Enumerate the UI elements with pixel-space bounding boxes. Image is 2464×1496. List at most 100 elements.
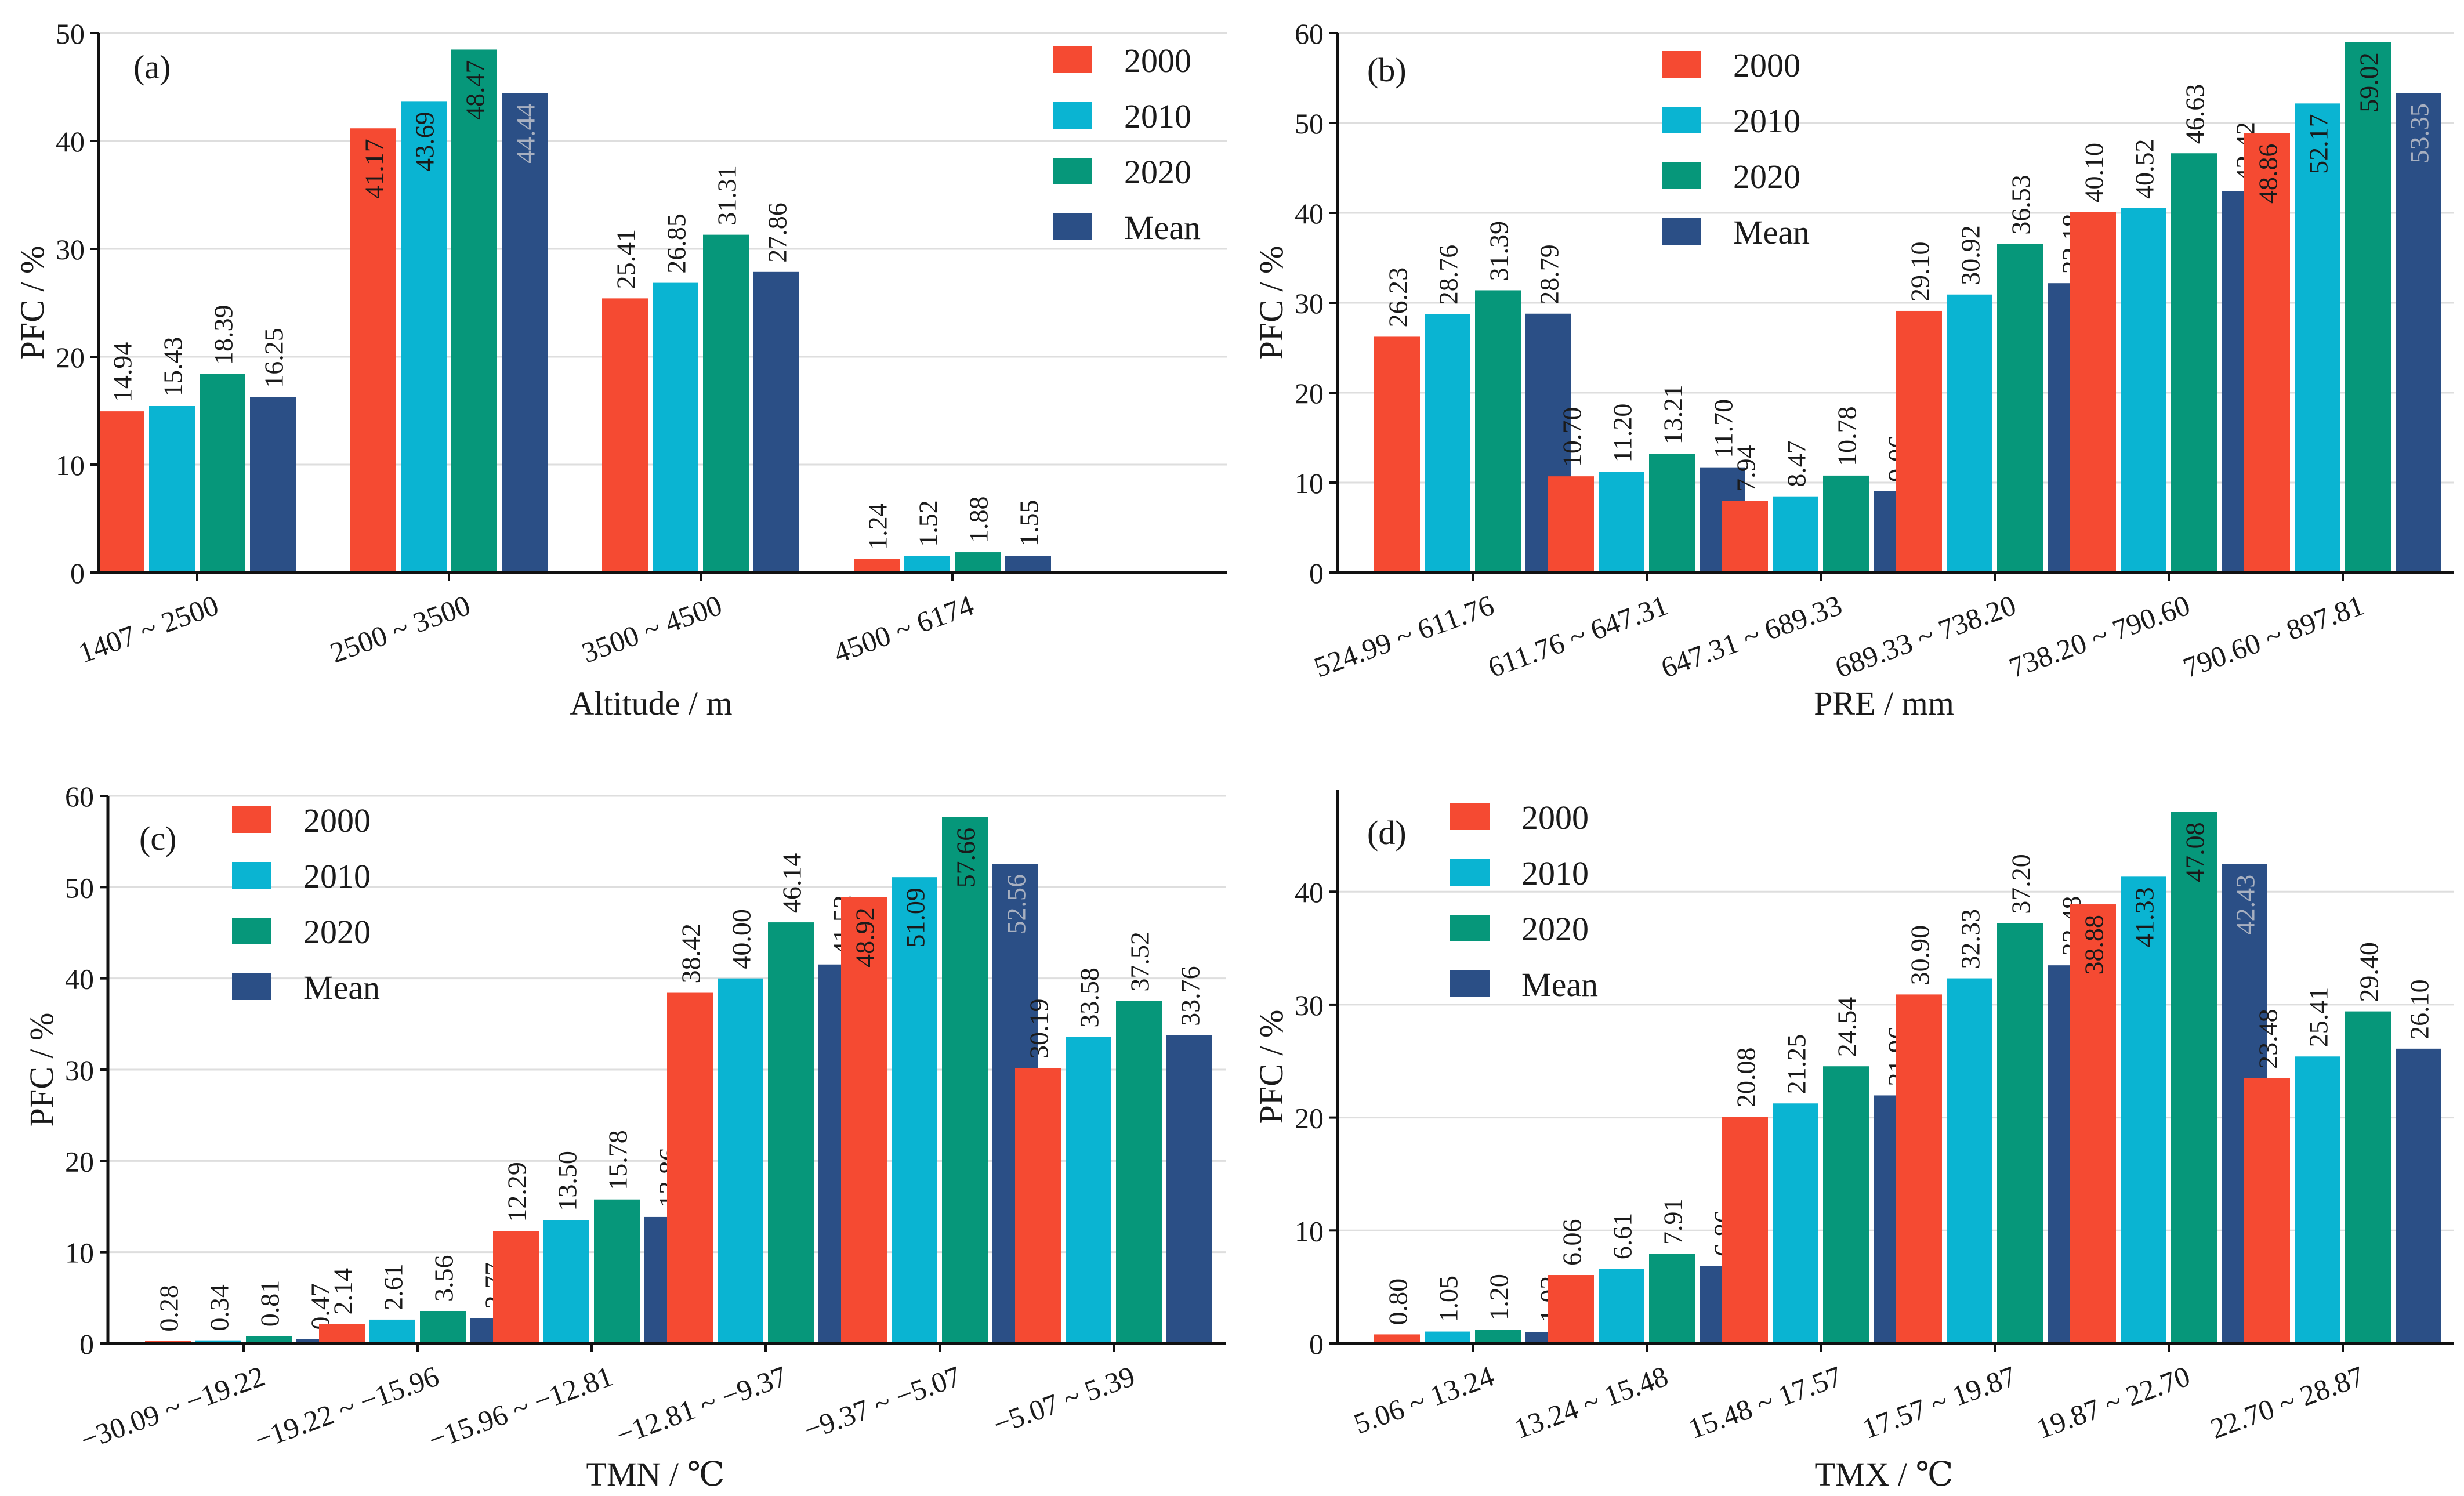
x-tick-label: 1407 ~ 2500 [74,589,223,669]
data-label: 31.31 [712,165,742,226]
data-label: 0.47 [306,1283,335,1330]
bar [718,978,763,1343]
data-label: 7.91 [1658,1198,1688,1245]
x-tick-label: 4500 ~ 6174 [829,589,978,669]
x-tick-label: 647.31 ~ 689.33 [1657,589,1846,684]
bar [451,49,497,573]
data-label: 29.10 [1905,241,1935,302]
data-label: 13.50 [553,1151,582,1211]
bar [768,922,814,1343]
bar [1997,244,2043,573]
data-label: 27.86 [763,202,792,263]
data-label: 30.92 [1956,225,1985,285]
bar [1823,1066,1869,1343]
bar [1066,1037,1111,1343]
y-tick-label: 20 [56,341,85,374]
y-axis-title: PFC / % [13,246,51,360]
bar [2244,1078,2290,1343]
bar [200,374,245,573]
data-label: 10.78 [1832,406,1862,466]
legend-swatch [232,973,271,1000]
data-label: 14.94 [108,342,137,403]
data-label: 1.20 [1484,1274,1514,1321]
y-tick-label: 40 [1295,197,1324,230]
data-label: 26.10 [2405,979,2434,1039]
bar [543,1220,589,1343]
panel-a: 0 10 20 30 40 50 14.94 15.43 18.39 16.25 1407 ~ 25… [13,17,1227,722]
y-tick-label: 10 [65,1237,94,1269]
bar [401,101,447,573]
x-tick-label: 3500 ~ 4500 [578,589,726,669]
bar [1548,476,1594,573]
data-label: 46.63 [2180,84,2210,144]
bar [1773,496,1818,573]
data-label: 23.48 [2253,1009,2283,1069]
legend-swatch [1053,213,1092,240]
y-tick-label: 20 [65,1145,94,1178]
bar [2396,1048,2441,1343]
data-label: 51.09 [901,888,930,948]
legend-label: Mean [303,969,380,1006]
x-axis-title: PRE / mm [1814,684,1954,722]
x-tick-label: 2500 ~ 3500 [326,589,474,669]
x-axis-title: TMX / ℃ [1815,1455,1954,1493]
y-axis-title: PFC / % [23,1013,60,1127]
x-axis-title: TMN / ℃ [586,1455,725,1493]
data-label: 10.70 [1557,407,1587,468]
data-label: 18.39 [209,305,238,365]
data-label: 11.70 [1709,399,1738,458]
data-label: 21.25 [1782,1034,1811,1095]
legend-swatch [1662,51,1701,78]
bar [2345,42,2391,573]
legend-label: 2010 [1521,854,1589,892]
bar [1896,994,1942,1343]
y-tick-label: 60 [1295,17,1324,50]
data-label: 2.14 [328,1268,358,1315]
data-label: 1.88 [964,497,994,544]
legend-label: Mean [1521,966,1598,1004]
bar [1166,1035,1212,1343]
bar [493,1231,539,1343]
bar [942,817,988,1343]
y-tick-label: 0 [1309,1328,1324,1360]
bar [1649,1254,1695,1343]
panel-label: (c) [139,820,176,857]
x-tick-label: 790.60 ~ 897.81 [2179,589,2368,684]
data-label: 25.41 [2304,987,2333,1048]
bar [594,1199,640,1343]
bar [653,282,698,573]
legend-label: 2000 [303,802,371,839]
legend-label: 2000 [1733,46,1800,84]
bar [753,271,799,573]
bar [1947,978,1992,1343]
bar [1896,310,1942,573]
data-label: 7.94 [1731,445,1761,492]
data-label: 30.19 [1024,999,1054,1059]
data-label: 59.02 [2354,52,2384,113]
data-label: 15.43 [158,337,188,397]
y-tick-label: 10 [1295,1215,1324,1247]
y-tick-label: 30 [1295,287,1324,320]
legend-swatch [232,862,271,889]
data-label: 40.00 [727,909,756,969]
bar [350,128,396,573]
bar [1722,1117,1768,1343]
bar [955,552,1001,573]
x-tick-label: −5.07 ~ 5.39 [989,1360,1139,1441]
y-tick-label: 60 [65,780,94,813]
bar [246,1336,292,1343]
legend-swatch [1450,803,1490,830]
bar [2121,876,2166,1343]
data-label: 8.47 [1782,440,1811,487]
data-label: 29.40 [2354,942,2384,1002]
data-label: 25.41 [611,229,641,289]
data-label: 40.10 [2079,143,2109,203]
bar [2345,1011,2391,1343]
legend-swatch [232,918,271,944]
bar [1374,336,1420,573]
data-label: 2.61 [379,1263,408,1310]
data-label: 31.39 [1484,221,1514,281]
legend-label: 2010 [303,857,371,895]
bar [602,298,648,573]
